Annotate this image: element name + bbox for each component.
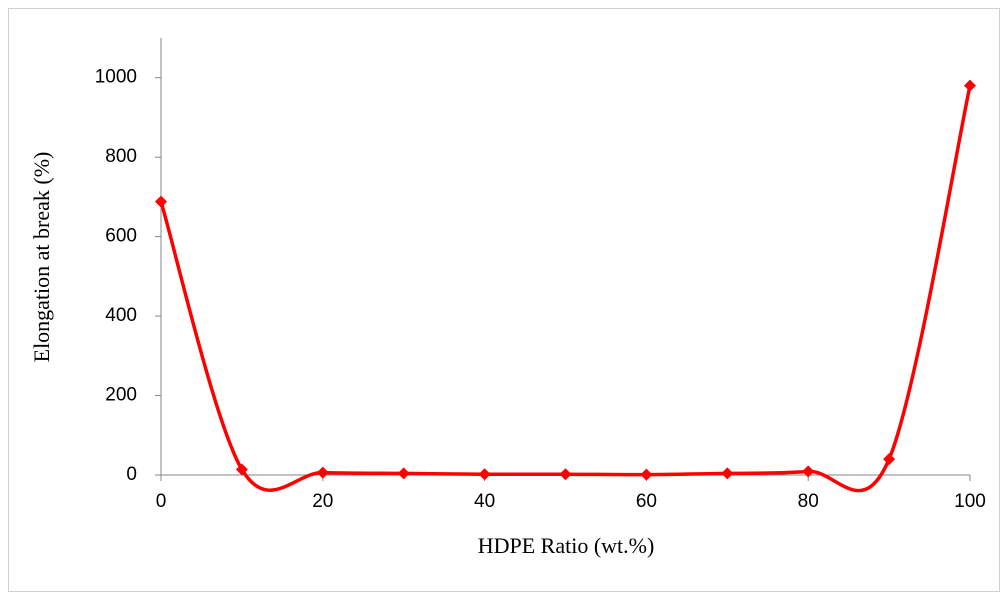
data-marker [559,468,572,481]
x-tick-label: 60 [636,491,657,512]
x-tick-label: 100 [954,491,986,512]
y-axis-title: Elongation at break (%) [29,152,54,363]
x-axis-title: HDPE Ratio (wt.%) [478,533,655,558]
x-tick-label: 80 [798,491,819,512]
y-tick-label: 0 [126,464,137,485]
data-marker [640,468,653,481]
y-tick-label: 200 [105,385,137,406]
chart-border [8,8,1000,592]
data-marker [478,468,491,481]
x-tick-label: 20 [312,491,333,512]
x-tick-label: 40 [474,491,495,512]
data-marker [397,467,410,480]
y-tick-label: 600 [105,226,137,247]
data-marker [721,467,734,480]
x-tick-label: 0 [156,491,167,512]
data-marker [964,79,976,92]
y-tick-label: 800 [105,146,137,167]
data-marker [155,195,167,208]
data-marker [235,463,248,476]
data-marker [883,453,896,466]
data-marker [802,465,815,478]
data-marker [316,466,329,479]
y-tick-label: 400 [105,305,137,326]
y-tick-label: 1000 [95,67,137,88]
